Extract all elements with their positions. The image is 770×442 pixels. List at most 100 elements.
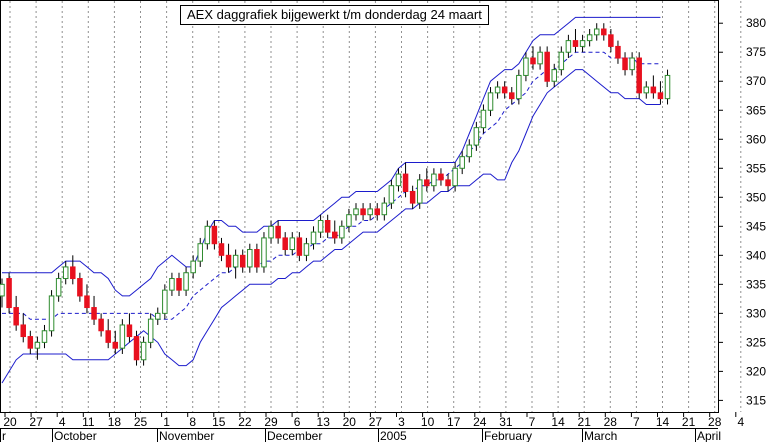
candle-body [622, 57, 628, 71]
y-tick-label: 355 [746, 161, 766, 175]
y-tick-label: 345 [746, 219, 766, 233]
x-tick-label: 29 [264, 415, 278, 429]
candle-body [197, 243, 203, 262]
candle-body [438, 173, 444, 181]
month-label: October [54, 429, 97, 442]
month-label: November [159, 429, 214, 442]
candle-body [0, 283, 5, 297]
candle-body [211, 225, 218, 245]
candle-body [232, 254, 239, 268]
x-tick-label: 10 [421, 415, 435, 429]
candle-body [119, 324, 126, 349]
candle-body [303, 243, 310, 256]
candle-body [55, 278, 62, 297]
candle-body [509, 92, 515, 100]
candle-body [34, 341, 41, 349]
candle-body [650, 86, 657, 94]
candle-body [657, 92, 664, 100]
candle-body [501, 86, 508, 94]
x-tick-label: 28 [604, 415, 618, 429]
candle-body [416, 179, 423, 204]
x-tick-label: 11 [82, 415, 95, 429]
candle-body [6, 278, 12, 309]
candle-body [409, 190, 416, 204]
x-tick-label: 14 [656, 415, 670, 429]
candle-body [629, 57, 635, 71]
x-tick-label: 21 [682, 415, 696, 429]
candle-body [346, 214, 352, 227]
x-tick-label: 18 [108, 415, 122, 429]
x-tick-label: 4 [737, 415, 744, 429]
y-tick-label: 365 [746, 103, 766, 117]
candle-body [126, 324, 133, 338]
candle-body [48, 295, 55, 332]
candle-body [332, 231, 338, 239]
y-tick-label: 315 [746, 393, 766, 407]
y-tick-label: 380 [746, 16, 766, 30]
candle-body [183, 272, 189, 291]
plot-frame [0, 0, 719, 413]
x-tick-label: 13 [317, 415, 331, 429]
candle-body [105, 330, 111, 343]
candle-body [353, 208, 359, 216]
candle-body [544, 51, 550, 82]
candle-body [91, 307, 97, 320]
vertical-grid [0, 0, 742, 413]
upper-band [2, 16, 661, 297]
x-tick-label: 7 [633, 415, 640, 429]
candle-body [13, 307, 19, 326]
candle-body [558, 51, 565, 71]
candle-body [282, 237, 288, 251]
candle-body [608, 34, 614, 47]
candle-body [388, 185, 395, 204]
candle-body [140, 341, 147, 361]
chart-title: AEX daggrafiek bijgewerkt t/m donderdag … [180, 5, 489, 25]
candle-body [98, 318, 104, 332]
candle-body [41, 330, 48, 343]
candle-body [176, 278, 182, 291]
candle-body [615, 45, 621, 59]
x-tick-label: 25 [134, 415, 148, 429]
candle-body [296, 237, 303, 256]
x-tick-label: 3 [398, 415, 405, 429]
candle-body [204, 225, 211, 245]
x-tick-label: 31 [499, 415, 513, 429]
candle-body [62, 266, 69, 280]
month-label: April [697, 429, 721, 442]
candle-body [367, 208, 373, 216]
x-tick-label: 7 [529, 415, 536, 429]
candle-body [310, 231, 317, 245]
candle-body [84, 295, 90, 309]
candle-body [523, 57, 529, 76]
y-tick-label: 340 [746, 248, 766, 262]
x-tick-label: 8 [189, 415, 196, 429]
candle-body [169, 278, 175, 291]
candle-body [466, 144, 473, 158]
x-tick-label: 27 [369, 415, 383, 429]
candle-body [473, 127, 480, 146]
candle-body [20, 324, 26, 338]
month-label: March [584, 429, 617, 442]
candle-body [324, 220, 331, 233]
candle-body [254, 249, 260, 268]
candle-body [395, 173, 402, 187]
candle-body [155, 312, 161, 320]
y-tick-label: 370 [746, 74, 766, 88]
y-tick-label: 335 [746, 277, 766, 291]
candle-body [445, 179, 451, 187]
candle-body [133, 336, 140, 361]
candle-body [268, 225, 274, 239]
x-tick-label: 27 [29, 415, 43, 429]
candle-body [593, 28, 600, 36]
lower-band [1, 69, 661, 384]
x-tick-label: 4 [59, 415, 66, 429]
candle-body [431, 173, 437, 187]
x-tick-label: 22 [238, 415, 252, 429]
candle-body [381, 202, 388, 216]
candle-body [586, 34, 593, 42]
candle-body [551, 69, 557, 82]
candle-body [664, 74, 671, 100]
x-tick-label: 20 [3, 415, 17, 429]
candlesticks [0, 23, 671, 366]
candle-body [275, 225, 281, 239]
